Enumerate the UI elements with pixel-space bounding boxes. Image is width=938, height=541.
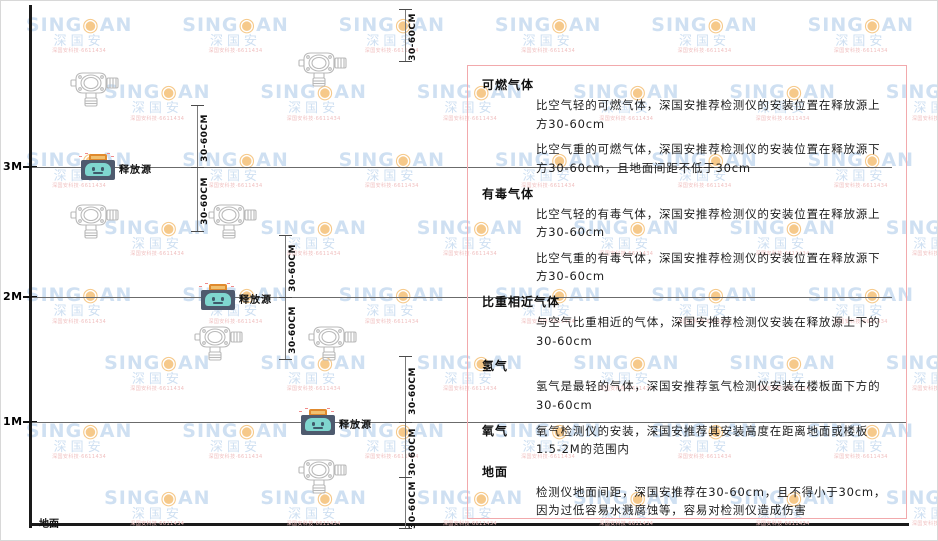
dimension-line [405,9,406,61]
level-tick [23,166,37,168]
gas-detector-placement-diagram: 3M 2M 1M 地面 30-60CM 30-60CM 30-60CM 30-60CM 30-6… [1,1,907,540]
guideline-text: 检测仪地面间距，深国安推荐在30-60cm，且不得小于30cm，因为过低容易水溅… [536,484,887,518]
guideline-section: 比重相近气体与空气比重相近的气体，深国安推荐检测仪安装在释放源上下的30-60c… [482,293,892,350]
gas-detector-icon [69,201,123,239]
dimension-tick [399,9,412,10]
watermark-sub: 深国安 [522,33,574,49]
guideline-section: 氧气 氧气检测仪的安装，深国安推荐其安装高度在距离地面或楼板1.5-2M的范围内 [482,422,892,459]
dimension-tick [399,528,412,529]
dimension-tick [191,105,204,106]
dimension-tick [191,167,204,168]
guideline-text: 比空气重的有毒气体，深国安推荐检测仪的安装位置在释放源下方30-60cm [536,250,881,284]
dimension-label: 30-60CM [288,244,298,292]
release-source-label: 释放源 [239,295,272,306]
dimension-line [405,477,406,528]
guideline-heading: 比重相近气体 [482,295,561,309]
dimension-line [197,105,198,167]
watermark-brand: SING◉AN [651,13,758,36]
guideline-section: 地面检测仪地面间距，深国安推荐在30-60cm，且不得小于30cm，因为过低容易… [482,463,892,520]
watermark-tiny: 深国安科技·6611434 [677,47,732,54]
release-source-icon [199,283,235,310]
guideline-text: 氧气检测仪的安装，深国安推荐其安装高度在距离地面或楼板1.5-2M的范围内 [536,423,869,457]
dimension-tick [399,61,412,62]
release-source-label: 释放源 [339,420,372,431]
dimension-line [405,422,406,477]
installation-guidelines-panel: 可燃气体 比空气轻的可燃气体，深国安推荐检测仪的安装位置在释放源上方30-60cm… [467,65,907,519]
release-source-label: 释放源 [119,165,152,176]
dimension-tick [399,422,412,423]
dimension-tick [399,356,412,357]
level-tick [23,296,37,298]
guideline-text: 比空气轻的有毒气体，深国安推荐检测仪的安装位置在释放源上方30-60cm [536,206,881,240]
dimension-label: 30-60CM [408,367,418,415]
guideline-heading: 氧气 [482,423,509,438]
release-source-icon [79,153,115,180]
dimension-label: 30-60CM [200,114,210,162]
guideline-text: 比空气重的可燃气体，深国安推荐检测仪的安装位置在释放源下方30-60cm，且地面… [536,142,881,175]
release-source-icon [299,408,335,435]
dimension-label: 30-60CM [408,13,418,61]
guideline-heading: 可燃气体 [482,78,535,92]
dimension-line [285,235,286,297]
watermark-brand: SING◉AN [807,13,915,36]
guideline-heading: 氢气 [482,359,509,374]
guideline-heading: 有毒气体 [482,186,535,201]
ground-label: 地面 [39,519,59,530]
ground-axis [29,523,909,526]
dimension-line [197,167,198,231]
gas-detector-icon [69,69,123,107]
level-line-2m [32,297,892,298]
watermark-sub: 深国安 [835,33,887,49]
dimension-tick [191,231,204,232]
axis-label-1m: 1M [3,415,23,428]
dimension-label: 30-60CM [288,306,298,354]
dimension-tick [279,235,292,236]
watermark-tiny: 深国安科技·6611434 [833,47,888,54]
axis-label-3m: 3M [3,160,23,173]
level-line-1m [32,422,907,423]
guideline-text: 比空气轻的可燃气体，深国安推荐检测仪的安装位置在释放源上方30-60cm [536,98,881,131]
gas-detector-icon [193,323,247,361]
gas-detector-icon [307,323,361,361]
watermark-tiny: 深国安科技·6611434 [521,47,576,54]
dimension-line [285,297,286,359]
gas-detector-icon [297,456,351,494]
guideline-text: 与空气比重相近的气体，深国安推荐检测仪安装在释放源上下的30-60cm [536,315,881,348]
guideline-heading: 地面 [482,464,509,479]
guideline-section: 可燃气体 比空气轻的可燃气体，深国安推荐检测仪的安装位置在释放源上方30-60cm… [482,76,892,178]
axis-label-2m: 2M [3,290,23,303]
release-source-leader-line [32,167,81,168]
guideline-text: 氢气是最轻的气体，深国安推荐氢气检测仪安装在楼板面下方的30-60cm [536,379,881,412]
watermark-sub: 深国安 [678,33,730,49]
watermark-brand: SING◉AN [494,13,602,36]
dimension-tick [399,477,412,478]
dimension-tick [279,359,292,360]
gas-detector-icon [297,49,351,87]
gas-detector-icon [207,201,261,239]
level-tick [23,421,37,423]
dimension-label: 30-60CM [408,427,418,476]
release-source-leader-line [32,297,201,298]
dimension-tick [279,297,292,298]
guideline-section: 氢气氢气是最轻的气体，深国安推荐氢气检测仪安装在楼板面下方的30-60cm [482,357,892,414]
guideline-section: 有毒气体 比空气轻的有毒气体，深国安推荐检测仪的安装位置在释放源上方30-60cm… [482,185,892,287]
level-line-3m [32,167,892,168]
dimension-label: 30-60CM [408,480,418,529]
release-source-leader-line [32,422,301,423]
vertical-axis [29,5,32,528]
dimension-line [405,356,406,422]
